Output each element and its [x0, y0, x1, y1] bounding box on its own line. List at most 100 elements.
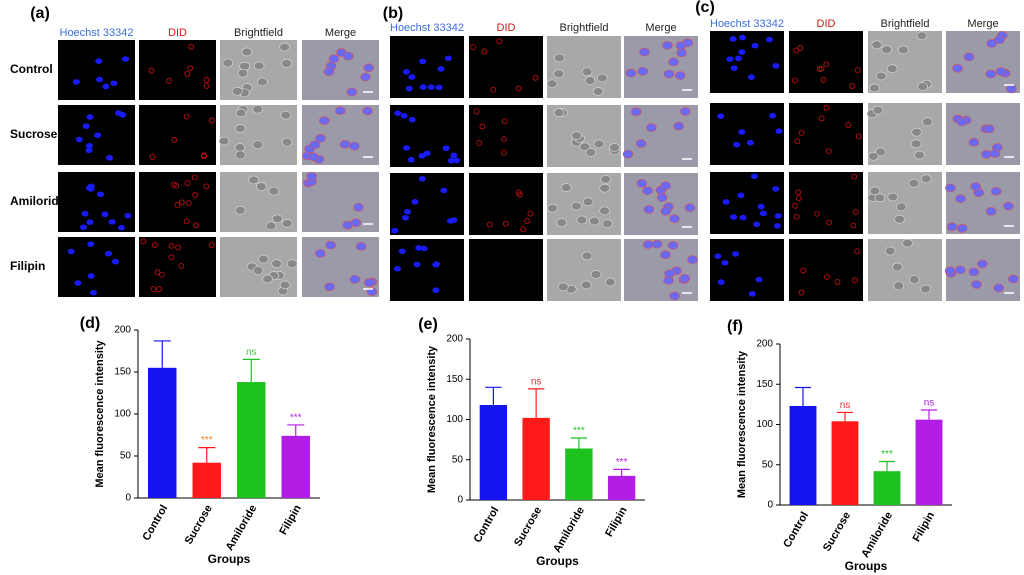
micrograph	[58, 237, 135, 297]
merged-cell	[673, 121, 684, 131]
cell	[872, 105, 884, 115]
nucleus	[398, 248, 406, 255]
dye-spot	[201, 153, 207, 160]
y-tick-label: 50	[762, 459, 774, 470]
micrograph	[469, 239, 543, 301]
dye-spot	[793, 213, 800, 220]
merged-cell	[637, 67, 649, 76]
dye-spot	[158, 271, 165, 278]
merged-cell	[656, 193, 668, 203]
dye-spot	[855, 133, 862, 140]
merged-cell	[660, 250, 671, 260]
nucleus	[757, 203, 765, 210]
merged-cell	[314, 249, 326, 258]
merged-cell	[325, 240, 336, 250]
merged-cell	[956, 224, 968, 233]
nucleus	[401, 214, 409, 221]
micrograph	[868, 239, 942, 301]
nucleus	[86, 219, 94, 225]
x-tick-label: Amiloride	[551, 505, 587, 555]
dye-spot	[476, 140, 483, 146]
nucleus	[747, 74, 755, 80]
merged-cell	[355, 242, 367, 251]
nucleus	[751, 42, 759, 49]
dye-spot	[845, 122, 852, 129]
nucleus	[101, 211, 109, 218]
nucleus	[732, 251, 740, 257]
merged-cell	[993, 283, 1004, 293]
cell	[579, 142, 591, 152]
dye-spot	[208, 242, 215, 248]
x-tick-label: Filipin	[603, 505, 630, 539]
nucleus	[717, 113, 725, 120]
cell	[908, 179, 920, 188]
x-axis-label: Groups	[845, 559, 888, 573]
bar	[281, 435, 310, 498]
cell	[920, 284, 931, 294]
dye-spot	[184, 180, 191, 186]
cell	[265, 221, 277, 231]
y-tick-label: 100	[114, 409, 131, 420]
merged-cell	[968, 267, 980, 277]
bar	[831, 421, 859, 505]
micrograph	[624, 239, 698, 301]
dye-spot	[193, 222, 200, 229]
y-axis-label: Mean fluorescence intensity	[426, 345, 438, 493]
cell	[571, 201, 582, 211]
dye-spot	[854, 248, 860, 255]
dye-spot	[500, 149, 507, 156]
merged-cell	[994, 35, 1005, 45]
bar	[522, 417, 550, 500]
dye-spot	[183, 113, 190, 120]
cell	[280, 110, 292, 120]
nucleus	[427, 84, 435, 90]
nucleus	[759, 210, 767, 217]
cell	[589, 216, 600, 226]
cell	[605, 277, 616, 287]
merged-cell	[315, 134, 326, 143]
y-tick-label: 150	[446, 374, 463, 385]
y-tick-label: 0	[767, 500, 773, 511]
nucleus	[95, 76, 103, 83]
dye-spot	[496, 38, 503, 45]
dye-spot	[156, 286, 163, 292]
significance-label: ***	[616, 457, 628, 468]
nucleus	[447, 157, 455, 164]
nucleus	[85, 143, 93, 149]
cell	[256, 182, 267, 191]
merged-cell	[1006, 84, 1017, 94]
cell	[268, 186, 280, 196]
dye-spot	[527, 210, 534, 217]
merged-cell	[676, 48, 687, 58]
cell	[553, 108, 565, 117]
nucleus	[420, 245, 428, 252]
merged-cell	[349, 275, 361, 284]
y-tick-label: 100	[446, 414, 463, 425]
nucleus	[733, 141, 741, 148]
cell	[868, 151, 879, 161]
dye-spot	[490, 86, 497, 93]
dye-spot	[852, 277, 858, 284]
merged-cell	[306, 172, 318, 181]
dye-spot	[824, 274, 830, 280]
nucleus	[87, 273, 95, 279]
cell	[576, 215, 588, 225]
significance-label: ns	[840, 400, 851, 411]
dye-spot	[185, 200, 192, 207]
dye-spot	[825, 148, 832, 155]
cell	[581, 67, 593, 77]
cell	[599, 206, 610, 216]
column-header: Brightfield	[560, 22, 609, 34]
merged-cell	[642, 186, 653, 196]
chart-label: (d)	[80, 315, 100, 332]
dye-spot	[150, 286, 157, 293]
cell	[241, 47, 253, 57]
y-tick-label: 50	[120, 451, 132, 462]
cell	[252, 104, 264, 114]
dye-spot	[148, 67, 155, 74]
cell	[582, 197, 594, 207]
nucleus	[122, 56, 130, 62]
dye-spot	[501, 136, 507, 143]
merged-cell	[955, 194, 966, 204]
cell	[602, 219, 613, 229]
